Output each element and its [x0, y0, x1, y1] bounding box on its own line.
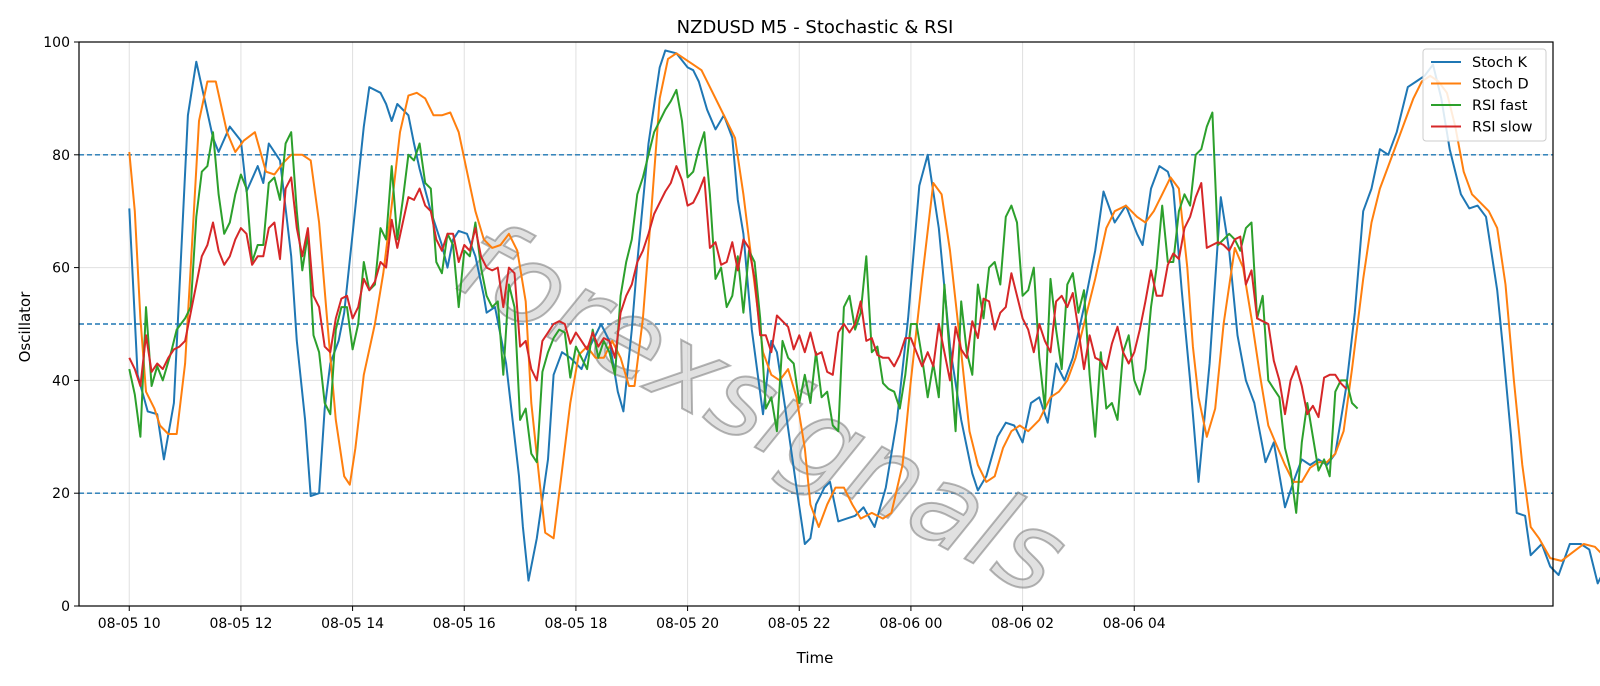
y-tick-label: 20	[52, 486, 70, 502]
y-tick-label: 40	[52, 373, 70, 389]
y-tick-label: 80	[52, 148, 70, 164]
x-tick-label: 08-05 14	[321, 616, 384, 632]
x-tick-label: 08-05 12	[209, 616, 272, 632]
legend-label: Stoch D	[1472, 77, 1529, 93]
x-tick-label: 08-05 10	[98, 616, 161, 632]
x-tick-label: 08-05 22	[768, 616, 831, 632]
y-tick-label: 0	[61, 599, 70, 615]
x-tick-label: 08-05 18	[544, 616, 607, 632]
legend: Stoch K Stoch D RSI fast RSI slow	[1422, 48, 1547, 142]
legend-label: Stoch K	[1472, 55, 1528, 71]
legend-label: RSI slow	[1472, 120, 1533, 136]
series-line-rsi-slow	[128, 165, 1348, 419]
x-axis-label: Time	[796, 649, 834, 667]
plot-frame	[78, 41, 1554, 607]
x-tick-label: 08-05 20	[656, 616, 719, 632]
x-tick-label: 08-05 16	[433, 616, 496, 632]
y-tick-label: 100	[43, 35, 70, 51]
y-tick-label: 60	[52, 261, 70, 277]
series-line-stoch-k	[128, 49, 1600, 585]
reference-lines	[79, 154, 1553, 494]
series-lines	[128, 49, 1600, 585]
x-tick-label: 08-06 00	[879, 616, 942, 632]
y-axis-label: Oscillator	[16, 291, 34, 363]
x-tick-label: 08-06 04	[1103, 616, 1166, 632]
x-tick-label: 08-06 02	[991, 616, 1054, 632]
legend-label: RSI fast	[1472, 98, 1528, 114]
legend-box	[1422, 48, 1547, 142]
y-axis-ticks: 0 20 40 60 80 100	[43, 35, 79, 615]
series-line-stoch-d	[128, 52, 1600, 562]
chart-title: NZDUSD M5 - Stochastic & RSI	[677, 17, 954, 38]
x-axis-ticks: 08-05 10 08-05 12 08-05 14 08-05 16 08-05 18…	[98, 606, 1166, 632]
